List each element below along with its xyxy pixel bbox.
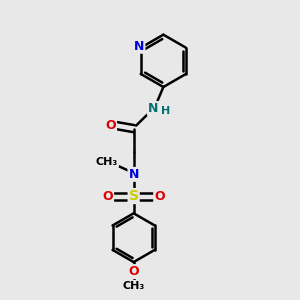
Text: N: N xyxy=(148,102,158,115)
Text: O: O xyxy=(103,190,113,202)
Text: O: O xyxy=(106,119,116,132)
Text: S: S xyxy=(129,189,139,203)
Text: N: N xyxy=(128,168,139,181)
Text: N: N xyxy=(134,40,144,53)
Text: CH₃: CH₃ xyxy=(96,157,118,167)
Text: O: O xyxy=(154,190,165,202)
Text: O: O xyxy=(128,265,139,278)
Text: H: H xyxy=(161,106,170,116)
Text: CH₃: CH₃ xyxy=(122,281,145,291)
